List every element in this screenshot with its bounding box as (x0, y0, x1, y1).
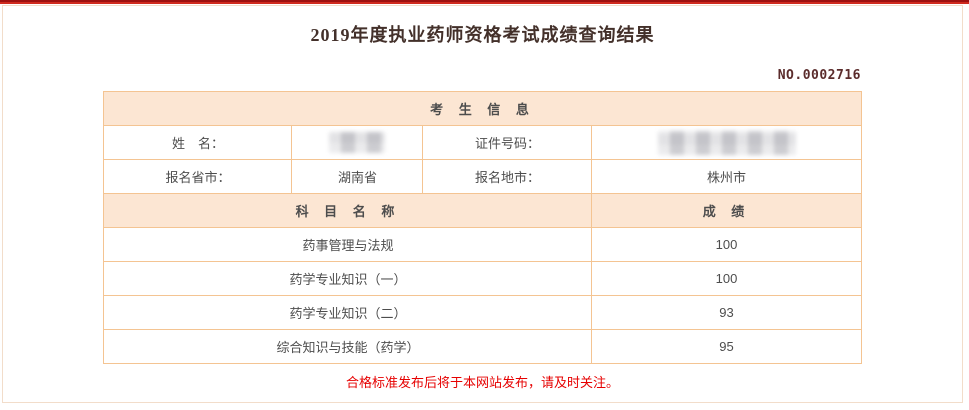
subject-score: 100 (591, 261, 862, 296)
name-id-row: 姓 名： 证件号码： (103, 125, 862, 160)
subject-column-header: 科 目 名 称 (103, 193, 593, 228)
subject-score: 95 (591, 329, 862, 364)
table-row: 药学专业知识（一） 100 (103, 261, 862, 296)
province-city-row: 报名省市： 湖南省 报名地市： 株州市 (103, 159, 862, 194)
result-panel: 2019年度执业药师资格考试成绩查询结果 NO.0002716 考 生 信 息 … (2, 5, 963, 403)
section-header-row: 考 生 信 息 (103, 91, 862, 126)
serial-row: NO.0002716 (104, 66, 861, 84)
score-column-header: 成 绩 (591, 193, 862, 228)
table-row: 药学专业知识（二） 93 (103, 295, 862, 330)
id-number-label: 证件号码： (422, 125, 593, 160)
score-result-table: 考 生 信 息 姓 名： 证件号码： 报名省市： 湖南省 报名地市： 株州市 科… (103, 91, 862, 364)
city-label: 报名地市： (422, 159, 593, 194)
table-row: 综合知识与技能（药学） 95 (103, 329, 862, 364)
subject-name: 药事管理与法规 (103, 227, 593, 262)
province-value: 湖南省 (291, 159, 424, 194)
serial-number: NO.0002716 (777, 68, 861, 83)
name-label: 姓 名： (103, 125, 293, 160)
subject-name: 药学专业知识（二） (103, 295, 593, 330)
city-value: 株州市 (591, 159, 862, 194)
subject-score: 100 (591, 227, 862, 262)
redacted-id-number-value (657, 130, 796, 155)
table-row: 药事管理与法规 100 (103, 227, 862, 262)
subject-name: 药学专业知识（一） (103, 261, 593, 296)
pass-standard-notice: 合格标准发布后将于本网站发布，请及时关注。 (345, 375, 619, 390)
redacted-name-value (329, 132, 386, 153)
score-header-row: 科 目 名 称 成 绩 (103, 193, 862, 228)
subject-name: 综合知识与技能（药学） (103, 329, 593, 364)
page-title: 2019年度执业药师资格考试成绩查询结果 (310, 25, 655, 45)
province-label: 报名省市： (103, 159, 293, 194)
candidate-info-header: 考 生 信 息 (103, 91, 862, 126)
id-number-value-cell (591, 125, 862, 160)
page-top-accent-line (0, 0, 969, 4)
subject-score: 93 (591, 295, 862, 330)
name-value-cell (291, 125, 424, 160)
